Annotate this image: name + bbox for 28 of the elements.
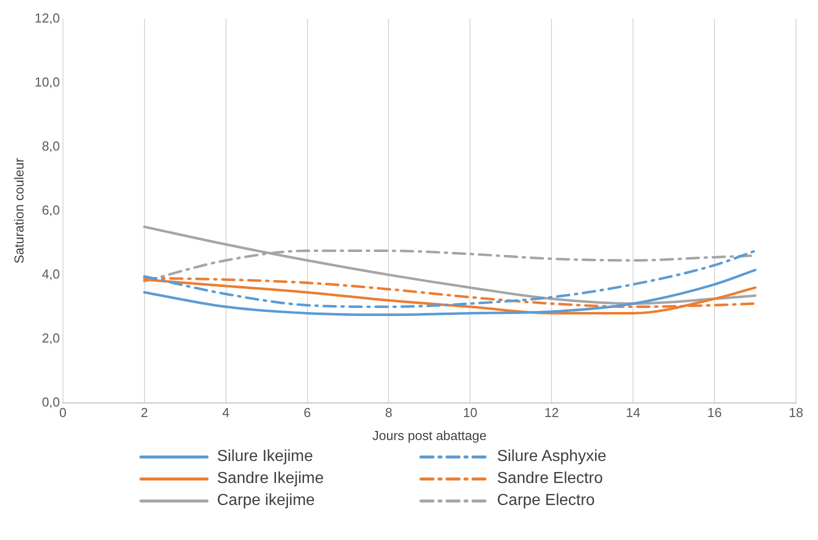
- x-tick-label: 16: [707, 405, 722, 420]
- line-series: [143, 250, 757, 308]
- y-tick-label: 0,0: [42, 394, 60, 410]
- line-series: [143, 226, 757, 305]
- x-tick-label: 18: [788, 405, 804, 420]
- legend-label: Carpe Electro: [497, 492, 595, 510]
- x-tick-label: 8: [385, 405, 392, 420]
- x-tick-label: 0: [59, 405, 67, 420]
- x-tick-label: 2: [140, 405, 148, 420]
- y-tick-label: 8,0: [42, 138, 60, 154]
- y-tick-label: 6,0: [42, 202, 60, 218]
- legend-label: Sandre Electro: [497, 470, 603, 488]
- y-tick-label: 12,0: [34, 10, 60, 26]
- x-tick-label: 12: [544, 405, 559, 420]
- line-series: [143, 268, 757, 316]
- x-tick-label: 4: [222, 405, 230, 420]
- x-tick-label: 6: [304, 405, 311, 420]
- y-tick-label: 2,0: [42, 330, 60, 346]
- y-axis-title: Saturation couleur: [11, 157, 26, 264]
- y-tick-label: 4,0: [42, 266, 60, 282]
- legend-label: Sandre Ikejime: [217, 470, 324, 488]
- legend-label: Silure Ikejime: [217, 448, 314, 466]
- x-tick-label: 10: [462, 405, 478, 420]
- y-tick-label: 10,0: [34, 74, 60, 90]
- legend-label: Carpe ikejime: [217, 492, 315, 510]
- legend-label: Silure Asphyxie: [497, 448, 606, 466]
- x-tick-label: 14: [626, 405, 640, 420]
- x-axis-title: Jours post abattage: [372, 428, 487, 443]
